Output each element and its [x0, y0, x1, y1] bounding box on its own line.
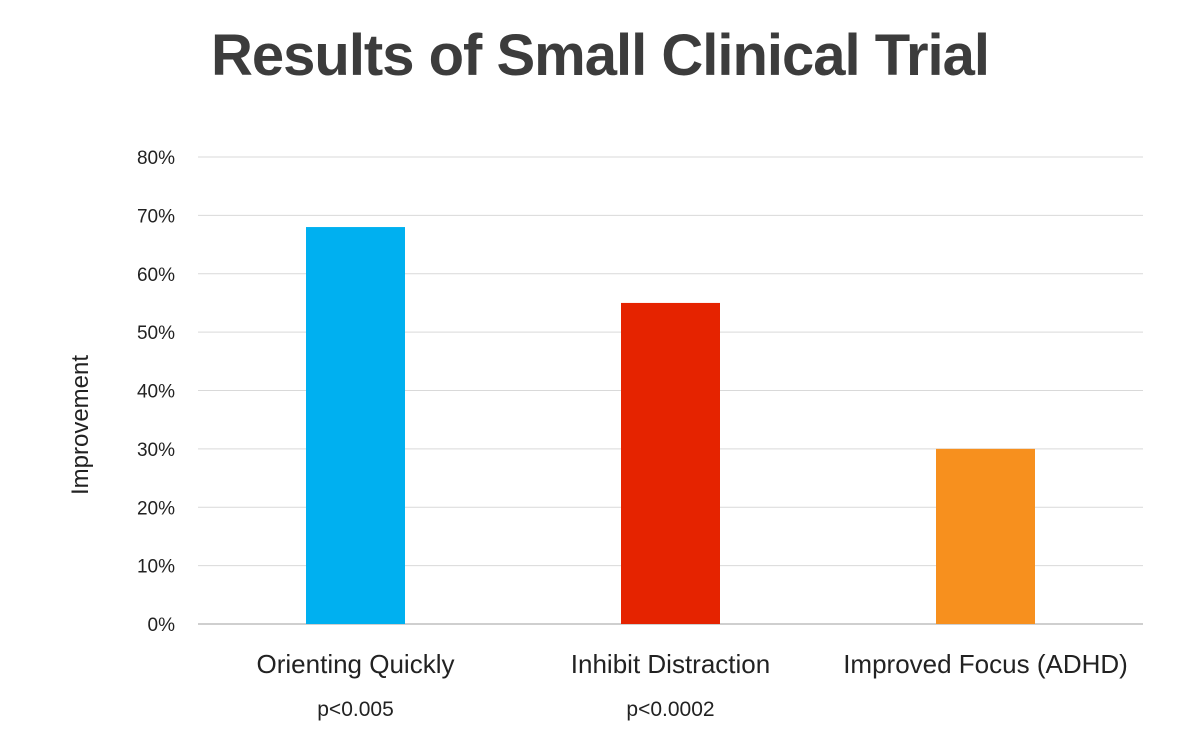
- chart-title: Results of Small Clinical Trial: [210, 23, 990, 88]
- y-tick-label: 30%: [137, 440, 175, 461]
- y-tick-label: 70%: [137, 206, 175, 227]
- x-axis-categories: Orienting Quickly Inhibit Distraction Impr…: [257, 649, 1128, 679]
- p-value-annotation: p<0.005: [317, 698, 394, 721]
- y-tick-label: 50%: [137, 323, 175, 344]
- bar-inhibit-distraction: [621, 302, 720, 624]
- y-tick-label: 10%: [137, 557, 175, 578]
- y-tick-label: 60%: [137, 265, 175, 286]
- x-category-label: Orienting Quickly: [257, 649, 455, 679]
- y-axis-label: Improvement: [67, 355, 94, 495]
- y-axis-ticks: 0% 10% 20% 30% 40% 50% 60% 70% 80%: [137, 148, 175, 636]
- y-tick-label: 0%: [148, 615, 176, 636]
- y-tick-label: 40%: [137, 382, 175, 403]
- bars: [306, 227, 1035, 625]
- y-tick-label: 20%: [137, 498, 175, 519]
- y-tick-label: 80%: [137, 148, 175, 169]
- bar-annotations: p<0.005 p<0.0002: [317, 698, 714, 721]
- bar-improved-focus-adhd: [936, 448, 1035, 624]
- p-value-annotation: p<0.0002: [626, 698, 714, 721]
- x-category-label: Improved Focus (ADHD): [843, 649, 1128, 679]
- bar-orienting-quickly: [306, 227, 405, 625]
- x-category-label: Inhibit Distraction: [571, 649, 770, 679]
